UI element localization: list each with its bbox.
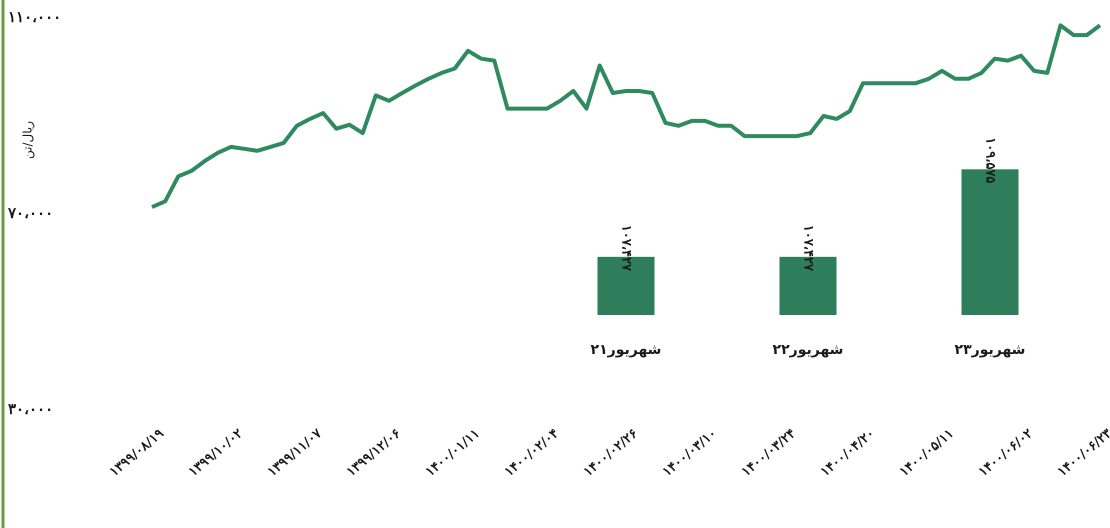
line <box>151 23 1102 209</box>
category-label: ۲۱شهریور <box>591 342 662 358</box>
bar <box>779 256 837 315</box>
x-tick-label: ۱۴۰۰/۰۳/۱۰ <box>660 426 720 480</box>
y-tick-label: ۳۰،۰۰۰ <box>8 400 53 418</box>
bar-value-label: ۱۰۷،۴۲۷ <box>619 225 634 272</box>
x-tick-label: ۱۴۰۰/۰۲/۰۴ <box>502 426 562 480</box>
x-tick-label: ۱۴۰۰/۰۱/۱۱ <box>423 426 483 480</box>
x-tick-label: ۱۴۰۰/۰۶/۲۳ <box>1055 426 1110 480</box>
x-tick-label: ۱۴۰۰/۰۵/۱۱ <box>897 426 957 480</box>
bar-value-label: ۱۰۷،۴۲۷ <box>801 225 816 272</box>
x-tick-label: ۱۴۰۰/۰۶/۰۲ <box>976 426 1036 480</box>
bar <box>961 169 1019 315</box>
y-tick-label: ۱۱۰،۰۰۰ <box>8 8 61 26</box>
x-tick-label: ۱۴۰۰/۰۳/۲۴ <box>739 426 799 480</box>
bar <box>597 256 655 315</box>
x-tick-label: ۱۳۹۹/۱۰/۰۲ <box>186 426 246 480</box>
y-axis-label: ریال/تن <box>21 121 36 159</box>
bar-value-label: ۱۰۹،۵۷۵ <box>983 137 998 183</box>
x-tick-label: ۱۳۹۹/۱۱/۰۷ <box>265 426 325 480</box>
category-label: ۲۳شهریور <box>955 342 1026 358</box>
x-tick-label: ۱۳۹۹/۱۲/۰۶ <box>344 426 404 480</box>
x-tick-label: ۱۴۰۰/۰۲/۲۶ <box>581 426 641 480</box>
x-tick-label: ۱۳۹۹/۰۸/۱۹ <box>107 426 167 480</box>
category-label: ۲۲شهریور <box>773 342 844 358</box>
x-tick-label: ۱۴۰۰/۰۴/۲۰ <box>818 426 878 480</box>
y-tick-label: ۷۰،۰۰۰ <box>7 204 53 222</box>
